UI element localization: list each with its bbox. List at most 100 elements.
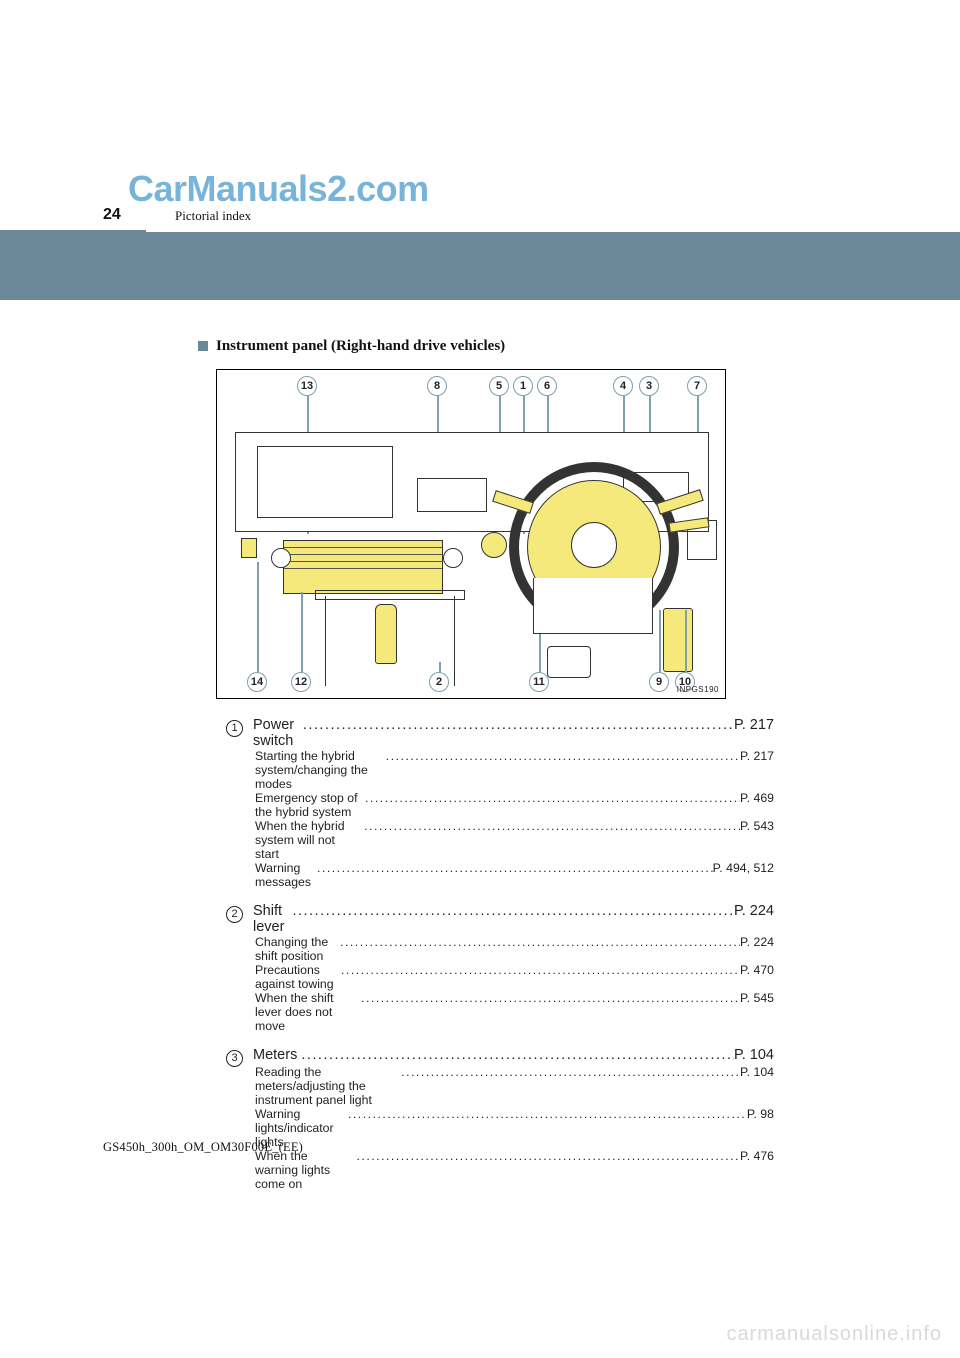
- power-switch: [481, 532, 507, 558]
- entry-number-badge: 3: [226, 1050, 243, 1067]
- entry-page: P. 104: [734, 1047, 774, 1063]
- entry-sub: When the warning lights come onP. 476: [226, 1149, 774, 1191]
- callout-1: 1: [513, 376, 533, 396]
- leader-line: [659, 610, 661, 672]
- dot-leader: [337, 963, 740, 977]
- audio-knob-left: [271, 548, 291, 568]
- leader-line: [301, 592, 303, 672]
- instrument-panel-heading: Instrument panel (Right-hand drive vehic…: [198, 338, 780, 355]
- leader-line: [257, 562, 259, 672]
- dot-leader: [313, 861, 713, 875]
- entry-sub: When the hybrid system will not start P. …: [226, 819, 774, 861]
- audio-knob-right: [443, 548, 463, 568]
- doc-code-footer: GS450h_300h_OM_OM30F00E_(EE): [103, 1140, 303, 1155]
- steering-hub: [571, 522, 617, 568]
- entry-1: 1 Power switch P. 217 Starting the hybri…: [226, 717, 780, 889]
- entry-head: 1 Power switch P. 217: [226, 717, 774, 749]
- dot-leader: [397, 1065, 740, 1079]
- callout-2: 2: [429, 672, 449, 692]
- sub-page: P. 494, 512: [713, 861, 774, 875]
- sub-label: Emergency stop of the hybrid system: [255, 791, 361, 819]
- sub-label: Reading the meters/adjusting the instrum…: [255, 1065, 397, 1107]
- entry-head: 2 Shift lever P. 224: [226, 903, 774, 935]
- callout-14: 14: [247, 672, 267, 692]
- dot-leader: [344, 1107, 747, 1121]
- running-header: 24 Pictorial index: [0, 206, 960, 230]
- entry-3: 3 Meters P. 104 Reading the meters/adjus…: [226, 1047, 780, 1191]
- content-area: Instrument panel (Right-hand drive vehic…: [198, 338, 780, 1205]
- sub-page: P. 224: [740, 935, 774, 949]
- dot-leader: [352, 1149, 740, 1163]
- audio-unit: [283, 540, 443, 594]
- sub-page: P. 476: [740, 1149, 774, 1163]
- watermark-bottom: carmanualsonline.info: [726, 1323, 942, 1346]
- watermark-top: CarManuals2.com: [128, 168, 429, 210]
- dot-leader: [299, 717, 734, 733]
- sub-page: P. 104: [740, 1065, 774, 1079]
- instrument-panel-illustration: 13 8 5 1 6 4 3 7: [216, 369, 726, 699]
- entry-head: 3 Meters P. 104: [226, 1047, 774, 1065]
- sub-page: P. 543: [740, 819, 774, 833]
- entry-sub: Reading the meters/adjusting the instrum…: [226, 1065, 774, 1107]
- callout-13: 13: [297, 376, 317, 396]
- entry-sub: Precautions against towingP. 470: [226, 963, 774, 991]
- center-vent: [417, 478, 487, 512]
- entry-number-badge: 2: [226, 906, 243, 923]
- steering-column: [533, 578, 653, 634]
- heading-text: Instrument panel (Right-hand drive vehic…: [216, 338, 505, 354]
- dot-leader: [288, 903, 734, 919]
- leader-line: [439, 662, 441, 672]
- dot-leader: [382, 749, 740, 763]
- callout-11: 11: [529, 672, 549, 692]
- page: CarManuals2.com 24 Pictorial index Instr…: [0, 0, 960, 1358]
- sub-label: Warning messages: [255, 861, 313, 889]
- callout-6: 6: [537, 376, 557, 396]
- callout-9: 9: [649, 672, 669, 692]
- brake-pedal: [547, 646, 591, 678]
- callout-4: 4: [613, 376, 633, 396]
- page-number: 24: [103, 206, 121, 224]
- entry-2: 2 Shift lever P. 224 Changing the shift …: [226, 903, 780, 1033]
- callout-3: 3: [639, 376, 659, 396]
- illustration-code: INPGS190: [677, 685, 719, 694]
- shift-lever: [375, 604, 397, 664]
- entry-sub: Warning messages P. 494, 512: [226, 861, 774, 889]
- sub-page: P. 217: [740, 749, 774, 763]
- sub-label: Starting the hybrid system/changing the …: [255, 749, 382, 791]
- entry-number-badge: 1: [226, 720, 243, 737]
- sub-label: When the hybrid system will not start: [255, 819, 360, 861]
- callout-7: 7: [687, 376, 707, 396]
- callout-12: 12: [291, 672, 311, 692]
- dot-leader: [297, 1047, 734, 1063]
- nav-screen: [257, 446, 393, 518]
- leader-line: [685, 610, 687, 672]
- entry-page: P. 217: [734, 717, 774, 733]
- sub-page: P. 545: [740, 991, 774, 1005]
- entry-sub: Changing the shift position P. 224: [226, 935, 774, 963]
- sub-label: When the shift lever does not move: [255, 991, 357, 1033]
- dot-leader: [357, 991, 740, 1005]
- dot-leader: [360, 819, 740, 833]
- callout-5: 5: [489, 376, 509, 396]
- entry-sub: Starting the hybrid system/changing the …: [226, 749, 774, 791]
- entry-label: Power switch: [253, 717, 299, 749]
- header-blue-bar: [0, 232, 960, 300]
- dot-leader: [361, 791, 740, 805]
- section-title: Pictorial index: [175, 208, 251, 224]
- sub-label: Changing the shift position: [255, 935, 336, 963]
- sub-page: P. 469: [740, 791, 774, 805]
- index-list: 1 Power switch P. 217 Starting the hybri…: [226, 717, 780, 1191]
- sub-page: P. 98: [747, 1107, 774, 1121]
- dot-leader: [336, 935, 740, 949]
- square-bullet-icon: [198, 341, 208, 351]
- entry-page: P. 224: [734, 903, 774, 919]
- entry-label: Shift lever: [253, 903, 288, 935]
- sub-page: P. 470: [740, 963, 774, 977]
- hood-release: [663, 608, 693, 672]
- callout-8: 8: [427, 376, 447, 396]
- entry-label: Meters: [253, 1047, 297, 1063]
- entry-sub: Warning lights/indicator lightsP. 98: [226, 1107, 774, 1149]
- entry-sub: When the shift lever does not move P. 545: [226, 991, 774, 1033]
- side-button: [241, 538, 257, 558]
- entry-sub: Emergency stop of the hybrid system P. 46…: [226, 791, 774, 819]
